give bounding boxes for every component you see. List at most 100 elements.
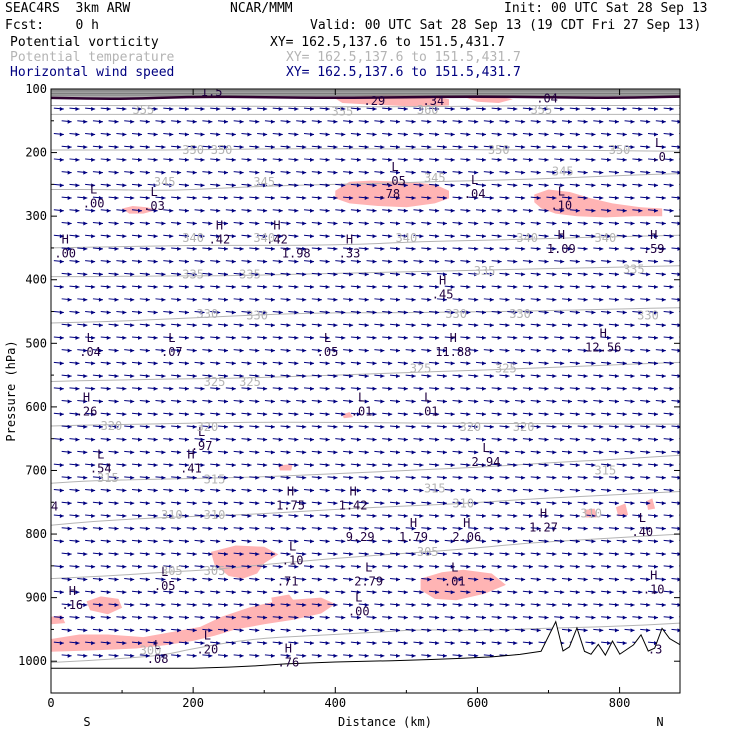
x-tick-label: 0 xyxy=(47,696,54,710)
wind-arrowhead xyxy=(536,501,541,506)
wind-arrowhead xyxy=(513,234,518,239)
wind-arrowhead xyxy=(528,208,533,213)
wind-arrowhead xyxy=(145,653,150,658)
wind-arrowhead xyxy=(192,653,197,658)
wind-arrowhead xyxy=(59,132,64,137)
wind-arrowhead xyxy=(591,615,596,620)
wind-arrowhead xyxy=(661,170,666,175)
wind-arrowhead xyxy=(599,374,604,379)
wind-arrowhead xyxy=(153,539,158,544)
wind-arrow xyxy=(679,616,680,618)
wind-arrowhead xyxy=(122,564,127,569)
wind-arrowhead xyxy=(536,424,541,429)
wind-arrowhead xyxy=(161,552,166,557)
wind-arrowhead xyxy=(75,615,80,620)
wind-arrowhead xyxy=(638,361,643,366)
wind-arrowhead xyxy=(474,501,479,506)
wind-arrowhead xyxy=(599,119,604,124)
wind-arrowhead xyxy=(536,552,541,557)
wind-arrowhead xyxy=(466,488,471,493)
wind-arrowhead xyxy=(599,424,604,429)
wind-arrowhead xyxy=(466,513,471,518)
wind-arrowhead xyxy=(685,336,689,340)
wind-arrowhead xyxy=(372,590,377,595)
wind-arrowhead xyxy=(106,513,111,518)
wind-arrowhead xyxy=(411,424,416,429)
wind-arrowhead xyxy=(200,539,205,544)
wind-arrowhead xyxy=(372,157,377,162)
pv-extremum-marker: H xyxy=(558,228,565,242)
wind-arrowhead xyxy=(294,285,299,290)
wind-arrowhead xyxy=(75,488,80,493)
wind-arrowhead xyxy=(239,399,244,404)
wind-arrowhead xyxy=(356,412,361,417)
wind-arrow xyxy=(679,285,680,287)
wind-arrowhead xyxy=(513,590,518,595)
wind-arrowhead xyxy=(153,590,158,595)
wind-arrowhead xyxy=(153,335,158,340)
wind-arrowhead xyxy=(138,234,143,239)
wind-arrowhead xyxy=(91,107,96,112)
wind-arrowhead xyxy=(317,628,322,633)
wind-arrowhead xyxy=(341,361,346,366)
wind-arrowhead xyxy=(98,602,103,607)
wind-arrowhead xyxy=(528,590,533,595)
wind-arrowhead xyxy=(591,234,596,239)
wind-arrowhead xyxy=(239,323,244,328)
theta-label-350: 350 xyxy=(211,143,233,157)
wind-arrowhead xyxy=(419,361,424,366)
wind-arrowhead xyxy=(153,564,158,569)
wind-arrowhead xyxy=(200,310,205,315)
wind-arrowhead xyxy=(294,564,299,569)
wind-arrowhead xyxy=(153,386,158,391)
wind-arrowhead xyxy=(208,526,213,531)
wind-arrowhead xyxy=(317,602,322,607)
pv-extremum-marker: H xyxy=(450,331,457,345)
wind-arrowhead xyxy=(403,208,408,213)
wind-arrowhead xyxy=(419,564,424,569)
wind-arrowhead xyxy=(599,602,604,607)
wind-arrowhead xyxy=(372,539,377,544)
wind-arrowhead xyxy=(122,183,127,188)
wind-arrowhead xyxy=(224,119,229,124)
wind-arrowhead xyxy=(458,348,463,353)
wind-arrowhead xyxy=(622,412,627,417)
wind-arrowhead xyxy=(200,386,205,391)
wind-arrowhead xyxy=(177,221,182,226)
wind-arrowhead xyxy=(200,132,205,137)
wind-arrowhead xyxy=(372,437,377,442)
wind-arrowhead xyxy=(536,475,541,480)
wind-arrowhead xyxy=(83,602,88,607)
wind-arrowhead xyxy=(177,323,182,328)
theta-label-310: 310 xyxy=(452,497,474,511)
wind-arrowhead xyxy=(130,145,135,150)
wind-arrowhead xyxy=(442,526,447,531)
wind-arrowhead xyxy=(59,513,64,518)
wind-arrowhead xyxy=(575,615,580,620)
wind-arrowhead xyxy=(474,424,479,429)
model-title: SEAC4RS 3km ARW xyxy=(5,1,131,16)
theta-label-330: 330 xyxy=(445,307,467,321)
wind-arrowhead xyxy=(474,475,479,480)
wind-arrowhead xyxy=(67,399,72,404)
wind-arrowhead xyxy=(83,501,88,506)
wind-arrowhead xyxy=(216,208,221,213)
wind-arrowhead xyxy=(568,170,573,175)
wind-arrowhead xyxy=(380,272,385,277)
wind-arrowhead xyxy=(247,107,252,112)
pv-extremum-value: .08 xyxy=(147,652,169,666)
theta-label-325: 325 xyxy=(204,375,226,389)
wind-arrowhead xyxy=(349,374,354,379)
pv-extremum-marker: H xyxy=(62,233,69,247)
wind-arrowhead xyxy=(560,234,565,239)
wind-arrowhead xyxy=(669,412,674,417)
wind-arrowhead xyxy=(403,590,408,595)
wind-arrowhead xyxy=(122,259,127,264)
wind-arrowhead xyxy=(98,119,103,124)
wind-arrowhead xyxy=(388,513,393,518)
wind-arrowhead xyxy=(138,361,143,366)
wind-arrowhead xyxy=(427,246,432,251)
wind-arrowhead xyxy=(161,450,166,455)
x-tick-label: 200 xyxy=(182,696,204,710)
